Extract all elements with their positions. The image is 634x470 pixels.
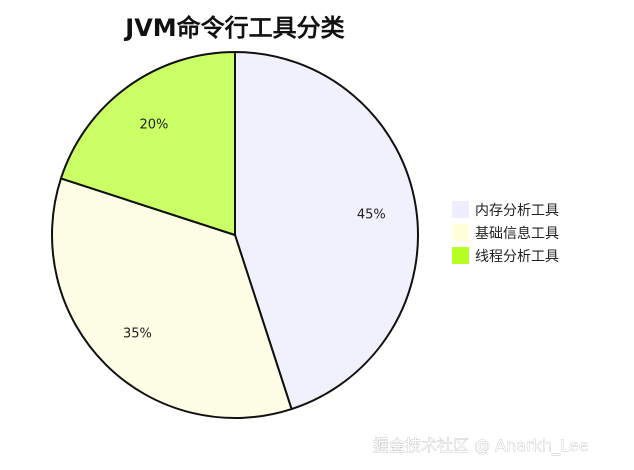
watermark-text: 掘金技术社区 @ Anarkh_Lee [373,436,588,456]
legend-swatch-1 [452,201,469,218]
legend-label-2: 基础信息工具 [475,225,559,242]
pie-slice-3 [59,51,236,236]
legend-label-3: 线程分析工具 [475,249,559,265]
pie-slices-group [51,51,419,419]
pie-slice-label-3: 20% [139,117,168,132]
legend-label-1: 内存分析工具 [475,203,559,219]
pie-slice-label-1: 45% [357,207,386,222]
pie-slice-1 [234,51,419,411]
pie-slice-labels-group: 45% 35% 20% [123,117,386,341]
pie-slice-label-2: 35% [123,327,152,342]
chart-title: JVM命令行工具分类 [123,14,345,42]
pie-slice-2 [51,177,293,419]
legend-swatch-3 [452,247,469,264]
legend-swatch-2 [452,224,469,241]
